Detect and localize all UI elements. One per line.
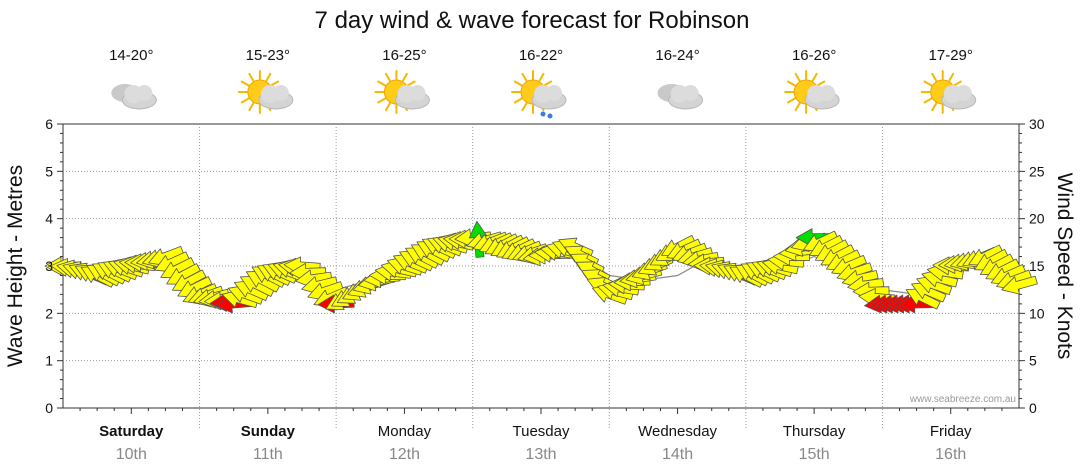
y-tick-label-right: 10 — [1029, 305, 1045, 321]
y-tick-label-right: 30 — [1029, 116, 1045, 132]
y-tick-label-left: 2 — [45, 305, 53, 321]
sun-ray — [521, 102, 528, 112]
rain-drop — [540, 111, 546, 117]
y-tick-label-right: 5 — [1029, 353, 1037, 369]
sun-ray — [931, 102, 938, 112]
y-tick-label-right: 0 — [1029, 400, 1037, 416]
wind-arrow — [1001, 275, 1038, 295]
cloudy-icon — [657, 84, 704, 110]
temperature-range-label: 15-23° — [246, 47, 290, 64]
partly-cloudy-icon — [784, 70, 840, 114]
y-tick-label-left: 5 — [45, 163, 53, 179]
y-axis-label-right: Wind Speed - Knots — [1053, 173, 1076, 360]
sun-ray — [538, 72, 545, 82]
sun-ray — [543, 80, 553, 87]
day-date-label: 10th — [116, 446, 147, 463]
y-axis-label-left: Wave Height - Metres — [4, 165, 27, 367]
sun-ray — [401, 72, 408, 82]
y-tick-label-left: 1 — [45, 353, 53, 369]
day-name-label: Wednesday — [638, 423, 717, 440]
sun-ray — [240, 80, 250, 87]
sun-ray — [406, 80, 416, 87]
showers-icon — [511, 70, 567, 119]
cloud-puff — [272, 85, 289, 101]
day-name-label: Tuesday — [513, 423, 570, 440]
sun-ray — [248, 72, 255, 82]
wind-arrow-shape — [1001, 275, 1038, 295]
day-date-label: 13th — [525, 446, 556, 463]
chart-title: 7 day wind & wave forecast for Robinson — [315, 7, 750, 34]
sun-ray — [513, 80, 523, 87]
y-tick-label-right: 20 — [1029, 211, 1045, 227]
temperature-range-label: 17-29° — [929, 47, 973, 64]
day-name-label: Monday — [378, 423, 432, 440]
cloudy-icon — [111, 84, 157, 110]
day-name-label: Thursday — [783, 423, 846, 440]
temperature-range-label: 16-26° — [792, 47, 836, 64]
partly-cloudy-icon — [920, 70, 977, 114]
sun-ray — [786, 80, 796, 87]
temperature-range-label: 16-22° — [519, 47, 563, 64]
sun-ray — [811, 72, 818, 82]
cloud-puff — [409, 85, 426, 101]
cloud-puff — [955, 85, 972, 101]
sun-ray — [265, 72, 272, 82]
sun-ray — [377, 97, 387, 104]
day-name-label: Saturday — [99, 423, 164, 440]
day-date-label: 12th — [389, 446, 420, 463]
sun-ray — [384, 72, 391, 82]
cloud-puff — [819, 85, 836, 101]
sun-ray — [816, 80, 826, 87]
sun-ray — [240, 97, 250, 104]
cloud-puff — [682, 85, 699, 101]
sun-ray — [384, 102, 391, 112]
sun-ray — [521, 72, 528, 82]
sun-ray — [377, 80, 387, 87]
sun-ray — [786, 97, 796, 104]
day-date-label: 11th — [253, 446, 283, 463]
y-tick-label-right: 15 — [1029, 258, 1045, 274]
cloud-puff — [546, 85, 562, 101]
sun-ray — [948, 72, 955, 82]
y-tick-label-left: 0 — [45, 400, 53, 416]
day-name-label: Sunday — [241, 423, 296, 440]
day-name-label: Friday — [930, 423, 972, 440]
sun-ray — [794, 102, 801, 112]
y-tick-label-left: 4 — [45, 211, 53, 227]
y-tick-label-left: 6 — [45, 116, 53, 132]
sun-ray — [923, 80, 933, 87]
temperature-range-label: 16-25° — [382, 47, 426, 64]
cloud-puff — [136, 85, 153, 101]
y-tick-label-right: 25 — [1029, 163, 1045, 179]
partly-cloudy-icon — [374, 70, 430, 114]
sun-ray — [923, 97, 933, 104]
day-date-label: 16th — [935, 446, 966, 463]
sun-ray — [270, 80, 280, 87]
temperature-range-label: 14-20° — [109, 47, 153, 64]
sun-ray — [248, 102, 255, 112]
sun-ray — [513, 97, 523, 104]
watermark: www.seabreeze.com.au — [909, 394, 1016, 405]
temperature-range-label: 16-24° — [655, 47, 699, 64]
partly-cloudy-icon — [237, 70, 294, 114]
day-date-label: 15th — [799, 446, 830, 463]
rain-drop — [547, 113, 553, 119]
sun-ray — [931, 72, 938, 82]
sun-ray — [952, 80, 962, 87]
day-date-label: 14th — [662, 446, 693, 463]
y-tick-label-left: 3 — [45, 258, 53, 274]
sun-ray — [794, 72, 801, 82]
